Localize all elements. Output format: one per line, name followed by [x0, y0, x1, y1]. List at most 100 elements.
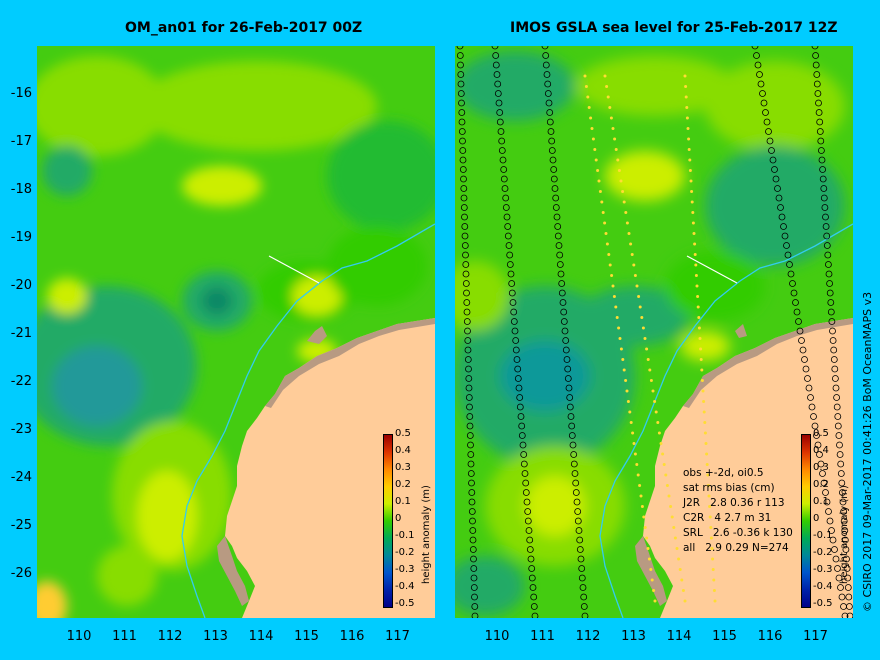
track-obs-marker: [568, 432, 576, 439]
colorbar-label: 0.4: [395, 445, 411, 456]
track-obs-marker: [530, 593, 538, 601]
track-obs-marker: [843, 555, 850, 563]
track-obs-dot: [702, 410, 706, 414]
track-obs-marker: [781, 232, 789, 240]
lon-tick: 110: [484, 629, 510, 644]
track-obs-marker: [462, 280, 470, 287]
track-obs-marker: [578, 574, 586, 582]
track-obs-marker: [844, 574, 852, 582]
lat-tick: -16: [10, 86, 32, 101]
shelf-contour: [599, 223, 853, 618]
stats-header: obs +-2d, oi0.5: [683, 467, 764, 479]
track-obs-marker: [754, 61, 762, 69]
track-obs-dot: [709, 536, 713, 540]
track-obs-marker: [837, 584, 844, 591]
track-obs-marker: [580, 593, 588, 601]
track-obs-dot: [626, 400, 630, 403]
lon-tick: 114: [248, 629, 274, 644]
colorbar-label: -0.4: [395, 581, 415, 592]
track-obs-dot: [691, 221, 695, 225]
track-obs-dot: [604, 232, 608, 235]
track-obs-marker: [771, 166, 778, 173]
track-obs-marker: [822, 213, 829, 221]
track-obs-dot: [638, 305, 642, 309]
track-obs-marker: [468, 498, 476, 506]
track-obs-marker: [459, 137, 466, 145]
track-obs-marker: [766, 137, 774, 145]
track-obs-marker: [463, 308, 471, 316]
track-obs-marker: [504, 223, 512, 230]
track-obs-marker: [552, 194, 560, 202]
track-obs-marker: [834, 565, 841, 572]
track-obs-dot: [681, 589, 685, 592]
track-obs-marker: [823, 498, 831, 506]
track-obs-dot: [646, 358, 650, 361]
track-obs-marker: [778, 213, 786, 221]
track-obs-marker: [466, 422, 474, 430]
track-obs-marker: [509, 299, 517, 306]
track-obs-marker: [825, 270, 833, 278]
track-obs-dot: [643, 337, 647, 340]
track-obs-marker: [828, 318, 836, 325]
track-obs-marker: [528, 565, 536, 572]
track-obs-marker: [470, 555, 477, 563]
lon-tick: 115: [712, 629, 737, 644]
track-obs-dot: [629, 242, 633, 246]
track-obs-marker: [757, 80, 765, 88]
track-obs-dot: [692, 232, 696, 235]
left-map-canvas: [37, 46, 435, 618]
track-obs-marker: [784, 251, 792, 259]
track-obs-marker: [571, 470, 579, 477]
track-obs-dot: [696, 305, 700, 309]
track-obs-marker: [527, 555, 535, 563]
track-obs-marker: [824, 251, 832, 259]
track-obs-dot: [601, 211, 605, 214]
track-obs-marker: [786, 261, 793, 268]
track-obs-marker: [824, 261, 832, 268]
left-colorbar: 0.5 0.4 0.3 0.2 0.1 0 -0.1 -0.2 -0.3 -0.4 -0.5 heig…: [383, 428, 463, 610]
track-obs-dot: [707, 494, 711, 498]
track-obs-marker: [461, 213, 468, 221]
track-obs-dot: [631, 431, 635, 435]
track-obs-marker: [504, 232, 512, 240]
track-obs-dot: [656, 421, 660, 424]
track-obs-marker: [833, 394, 841, 401]
track-obs-marker: [572, 479, 580, 487]
track-obs-marker: [513, 356, 521, 363]
track-obs-marker: [459, 166, 467, 173]
track-obs-marker: [829, 536, 837, 544]
track-obs-marker: [844, 584, 852, 591]
track-obs-marker: [819, 470, 826, 477]
track-obs-dot: [610, 274, 614, 277]
track-obs-marker: [558, 289, 566, 297]
track-obs-marker: [830, 346, 838, 354]
satellite-tracks: [456, 46, 853, 618]
track-obs-marker: [469, 517, 476, 525]
track-obs-dot: [708, 505, 712, 508]
track-obs-marker: [838, 489, 846, 496]
track-obs-marker: [519, 441, 527, 449]
track-obs-marker: [470, 565, 478, 572]
track-obs-marker: [796, 327, 804, 335]
track-obs-dot: [630, 253, 634, 256]
track-obs-dot: [696, 295, 700, 298]
track-obs-marker: [774, 185, 781, 192]
track-obs-marker: [837, 460, 845, 468]
track-obs-marker: [822, 489, 829, 496]
colorbar-label: 0.2: [395, 479, 411, 490]
track-obs-marker: [811, 46, 819, 50]
track-obs-marker: [502, 194, 510, 202]
track-obs-marker: [763, 118, 771, 126]
lat-tick: -26: [10, 566, 32, 581]
track-obs-dot: [645, 347, 649, 351]
track-obs-dot: [621, 358, 625, 361]
track-obs-marker: [802, 365, 810, 373]
track-obs-dot: [700, 379, 704, 382]
track-obs-dot: [684, 95, 688, 99]
track-obs-dot: [683, 599, 687, 603]
track-obs-marker: [515, 384, 523, 392]
track-obs-marker: [471, 612, 479, 618]
track-obs-marker: [765, 128, 772, 135]
track-obs-dot: [609, 116, 613, 120]
track-obs-dot: [665, 484, 669, 487]
